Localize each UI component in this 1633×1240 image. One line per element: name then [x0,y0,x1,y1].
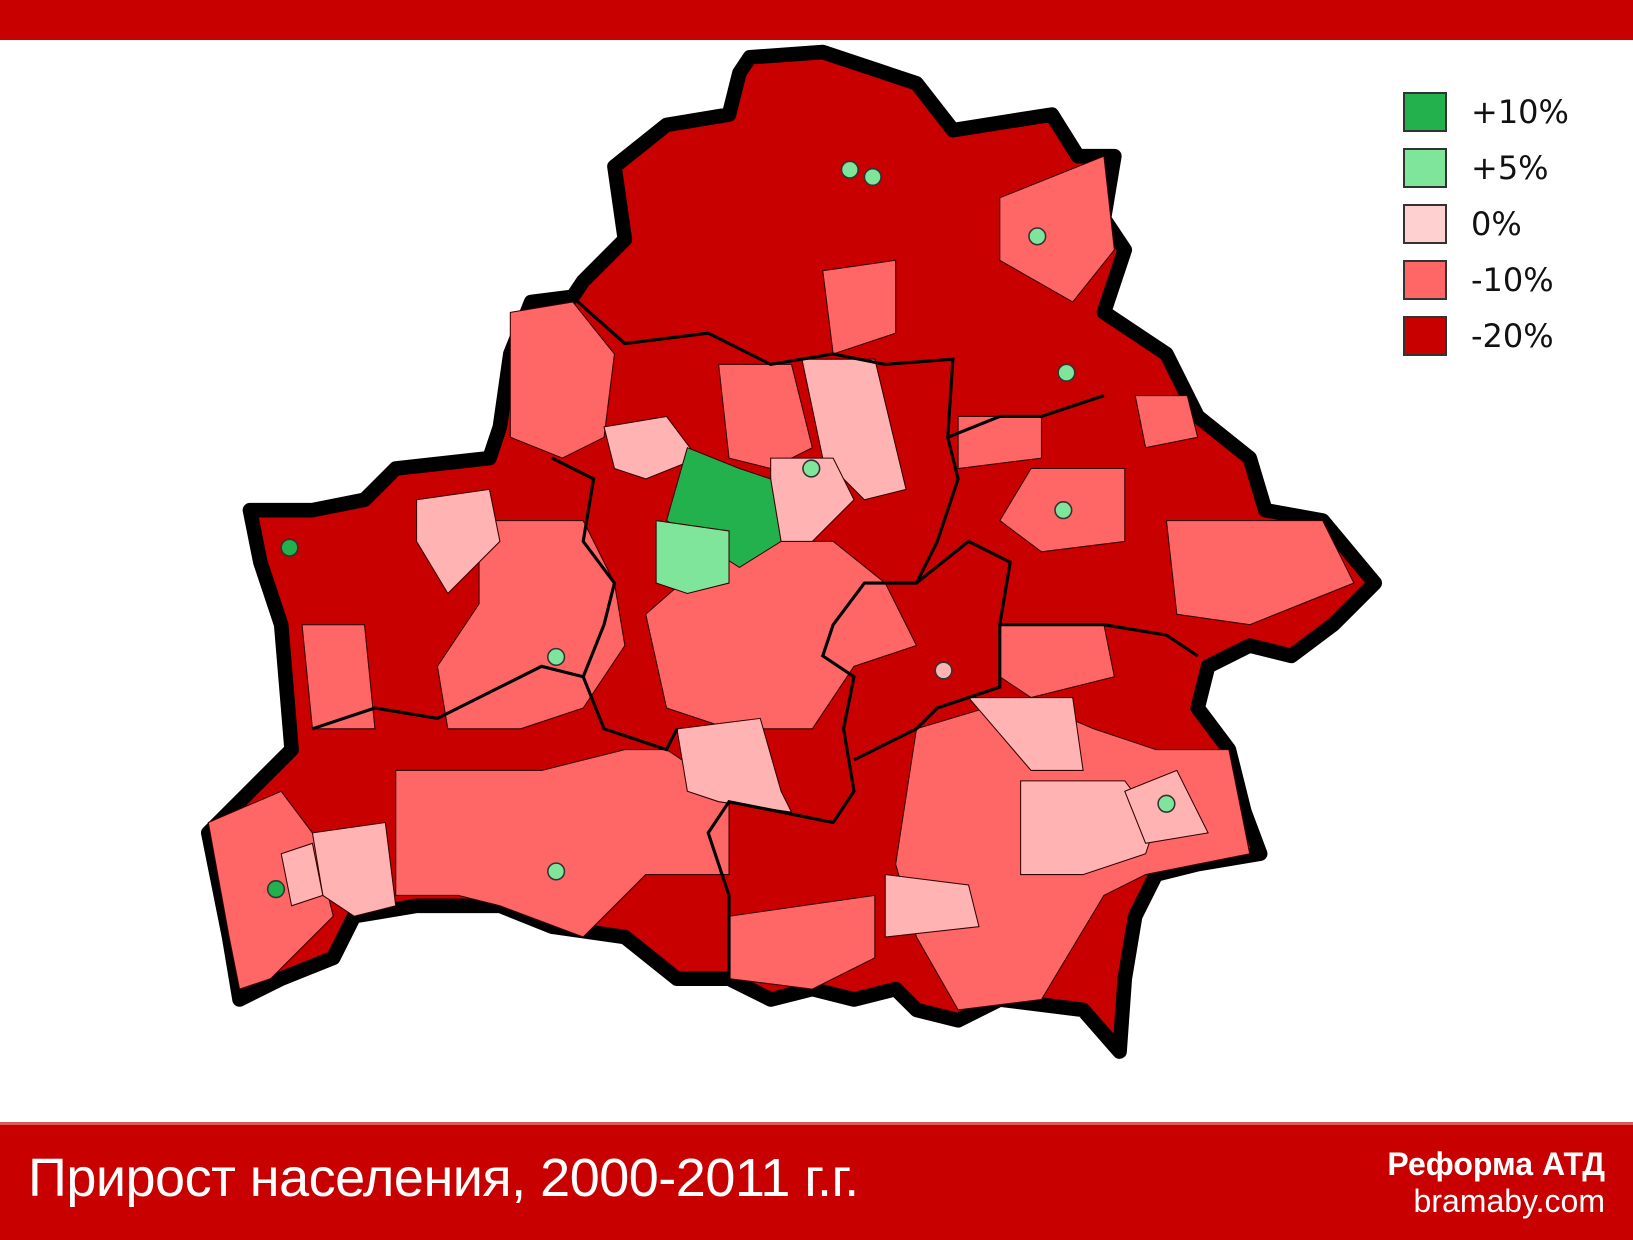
legend-item: -10% [1403,252,1569,308]
legend-label: 0% [1471,205,1522,243]
legend: +10% +5% 0% -10% -20% [1403,84,1569,364]
district-region [655,519,730,594]
legend-swatch [1403,316,1447,356]
district-region [645,540,918,730]
district-region [884,873,980,938]
legend-item: -20% [1403,308,1569,364]
map-title: Прирост населения, 2000-2011 г.г. [28,1148,859,1208]
district-region [1134,395,1199,449]
city-marker [266,880,286,899]
legend-label: +5% [1471,149,1549,187]
district-region [1020,780,1157,876]
oblast-border [999,623,1199,658]
legend-swatch [1403,92,1447,132]
brand-name: Реформа АТД [1387,1146,1605,1182]
city-marker [1028,227,1047,246]
legend-item: +5% [1403,140,1569,196]
brand-site[interactable]: bramaby.com [1413,1183,1605,1219]
district-region [967,697,1084,771]
legend-label: +10% [1471,93,1569,131]
city-marker [1054,501,1073,520]
city-marker [802,459,821,478]
city-marker [547,647,566,667]
oblast-border [576,300,960,979]
district-region [395,749,730,938]
legend-item: +10% [1403,84,1569,140]
legend-label: -10% [1471,261,1554,299]
city-marker [863,167,882,187]
city-marker [547,862,566,881]
legend-swatch [1403,204,1447,244]
city-marker [840,160,859,179]
oblast-border [853,539,1012,762]
district-region [603,415,699,480]
top-bar [0,0,1633,40]
legend-swatch [1403,148,1447,188]
footer-bar: Прирост населения, 2000-2011 г.г. Реформ… [0,1122,1633,1240]
district-region [509,301,616,459]
district-region [999,155,1115,303]
district-region [301,624,376,730]
city-marker [280,538,299,557]
oblast-border [311,664,584,731]
brand: Реформа АТД bramaby.com [1387,1145,1605,1219]
district-region [676,717,793,813]
oblast-border [947,394,1105,439]
city-marker [1157,794,1176,813]
city-marker [934,661,953,680]
legend-label: -20% [1471,317,1554,355]
district-region [822,259,897,355]
district-region [280,842,324,907]
city-marker [1057,363,1076,382]
legend-item: 0% [1403,196,1569,252]
oblast-border [551,456,679,752]
district-region [416,488,501,595]
legend-swatch [1403,260,1447,300]
district-region [1165,520,1355,626]
